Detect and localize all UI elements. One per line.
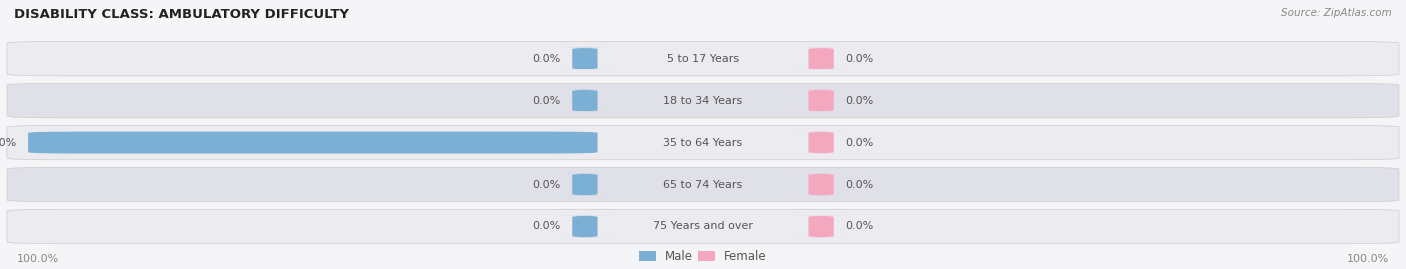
FancyBboxPatch shape [7,209,1399,244]
FancyBboxPatch shape [792,215,851,238]
Text: 35 to 64 Years: 35 to 64 Years [664,137,742,148]
FancyBboxPatch shape [555,215,614,238]
FancyBboxPatch shape [555,90,614,112]
FancyBboxPatch shape [28,132,598,154]
Legend: Male, Female: Male, Female [640,250,766,263]
Text: 0.0%: 0.0% [845,137,873,148]
Text: 0.0%: 0.0% [845,95,873,106]
Text: 75 Years and over: 75 Years and over [652,221,754,232]
FancyBboxPatch shape [7,167,1399,202]
Text: 0.0%: 0.0% [845,54,873,64]
FancyBboxPatch shape [792,174,851,196]
Text: Source: ZipAtlas.com: Source: ZipAtlas.com [1281,8,1392,18]
Text: 0.0%: 0.0% [533,179,561,190]
Text: 0.0%: 0.0% [533,54,561,64]
FancyBboxPatch shape [7,83,1399,118]
FancyBboxPatch shape [555,174,614,196]
FancyBboxPatch shape [555,48,614,70]
FancyBboxPatch shape [7,41,1399,76]
Text: 0.0%: 0.0% [845,221,873,232]
Text: 18 to 34 Years: 18 to 34 Years [664,95,742,106]
Text: 0.0%: 0.0% [845,179,873,190]
FancyBboxPatch shape [792,90,851,112]
Text: 5 to 17 Years: 5 to 17 Years [666,54,740,64]
FancyBboxPatch shape [792,132,851,154]
FancyBboxPatch shape [792,48,851,70]
Text: 100.0%: 100.0% [1347,254,1389,264]
Text: 65 to 74 Years: 65 to 74 Years [664,179,742,190]
Text: 0.0%: 0.0% [533,221,561,232]
Text: 0.0%: 0.0% [533,95,561,106]
Text: 100.0%: 100.0% [0,137,17,148]
FancyBboxPatch shape [7,125,1399,160]
Text: DISABILITY CLASS: AMBULATORY DIFFICULTY: DISABILITY CLASS: AMBULATORY DIFFICULTY [14,8,349,21]
Text: 100.0%: 100.0% [17,254,59,264]
